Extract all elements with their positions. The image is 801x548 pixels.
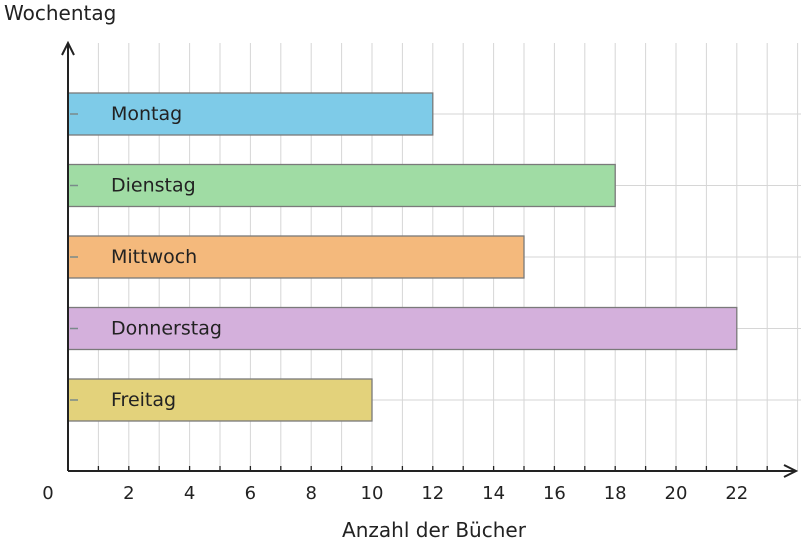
bars: Montag Dienstag Mittwoch Donnerstag Freitag [67,92,738,422]
x-tick-label: 18 [604,483,627,504]
x-tick-label: 2 [123,483,134,504]
x-ticks: 0 2 4 6 8 10 12 14 16 18 20 22 [42,466,768,504]
x-axis-arrow [783,464,799,478]
x-tick-label: 10 [361,483,384,504]
x-tick-label: 0 [42,483,53,504]
bar-montag [67,92,434,136]
bar-label-montag: Montag [111,103,182,125]
x-axis-title: Anzahl der Bücher [342,518,526,542]
x-tick-label: 12 [421,483,444,504]
x-tick-label: 4 [184,483,195,504]
bar-label-freitag: Freitag [111,389,176,411]
y-axis-arrow [61,40,75,56]
x-tick-label: 6 [245,483,256,504]
y-axis-title: Wochentag [4,1,117,25]
bar-dienstag [67,163,616,208]
bar-label-dienstag: Dienstag [111,175,196,197]
x-tick-label: 14 [482,483,505,504]
x-tick-label: 8 [305,483,316,504]
bar-mittwoch [67,235,525,279]
bar-label-donnerstag: Donnerstag [111,318,222,340]
bar-label-mittwoch: Mittwoch [111,246,197,268]
x-tick-label: 20 [665,483,688,504]
bar-freitag [67,378,373,422]
x-tick-label: 22 [725,483,748,504]
x-tick-label: 16 [543,483,566,504]
